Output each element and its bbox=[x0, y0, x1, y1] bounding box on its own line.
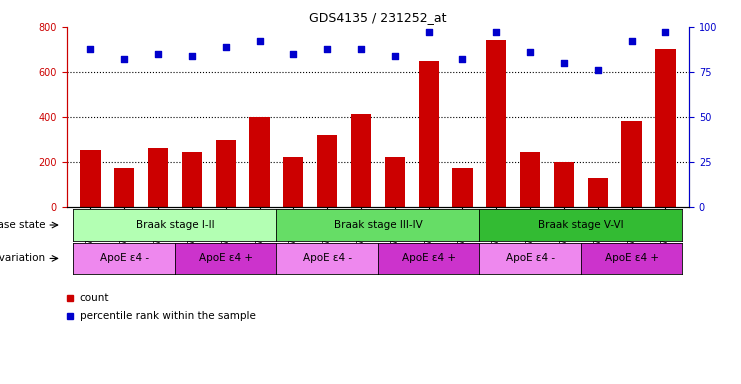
Point bbox=[152, 51, 164, 57]
Point bbox=[220, 44, 232, 50]
Bar bbox=[554, 162, 574, 207]
Text: ApoE ε4 -: ApoE ε4 - bbox=[505, 253, 555, 263]
Bar bbox=[486, 40, 506, 207]
Bar bbox=[350, 114, 371, 207]
Text: ApoE ε4 +: ApoE ε4 + bbox=[605, 253, 659, 263]
Point bbox=[288, 51, 299, 57]
Bar bbox=[114, 168, 134, 207]
Bar bbox=[148, 147, 168, 207]
Text: ApoE ε4 +: ApoE ε4 + bbox=[199, 253, 253, 263]
Text: Braak stage I-II: Braak stage I-II bbox=[136, 220, 214, 230]
Text: ApoE ε4 -: ApoE ε4 - bbox=[302, 253, 352, 263]
Bar bbox=[655, 50, 676, 207]
Point bbox=[558, 60, 570, 66]
Bar bbox=[80, 150, 101, 207]
Bar bbox=[622, 121, 642, 207]
Text: disease state: disease state bbox=[0, 220, 45, 230]
Point bbox=[491, 29, 502, 35]
Bar bbox=[317, 135, 337, 207]
Bar bbox=[283, 157, 304, 207]
Point bbox=[422, 29, 434, 35]
Point bbox=[186, 53, 198, 59]
Bar bbox=[250, 117, 270, 207]
Text: genotype/variation: genotype/variation bbox=[0, 253, 45, 263]
Title: GDS4135 / 231252_at: GDS4135 / 231252_at bbox=[309, 11, 447, 24]
Bar bbox=[216, 140, 236, 207]
Text: ApoE ε4 -: ApoE ε4 - bbox=[99, 253, 149, 263]
Text: Braak stage V-VI: Braak stage V-VI bbox=[538, 220, 624, 230]
Bar bbox=[520, 152, 540, 207]
Point bbox=[592, 67, 604, 73]
Point bbox=[322, 45, 333, 51]
Text: ApoE ε4 +: ApoE ε4 + bbox=[402, 253, 456, 263]
Text: count: count bbox=[80, 293, 109, 303]
Text: Braak stage III-IV: Braak stage III-IV bbox=[333, 220, 422, 230]
Point bbox=[524, 49, 536, 55]
Bar bbox=[452, 168, 473, 207]
Point bbox=[389, 53, 401, 59]
Point bbox=[253, 38, 265, 45]
Point bbox=[625, 38, 637, 45]
Bar bbox=[385, 157, 405, 207]
Bar bbox=[588, 178, 608, 207]
Bar bbox=[182, 152, 202, 207]
Point bbox=[456, 56, 468, 63]
Point bbox=[355, 45, 367, 51]
Bar bbox=[419, 61, 439, 207]
Point bbox=[84, 45, 96, 51]
Text: percentile rank within the sample: percentile rank within the sample bbox=[80, 311, 256, 321]
Point bbox=[659, 29, 671, 35]
Point bbox=[119, 56, 130, 63]
